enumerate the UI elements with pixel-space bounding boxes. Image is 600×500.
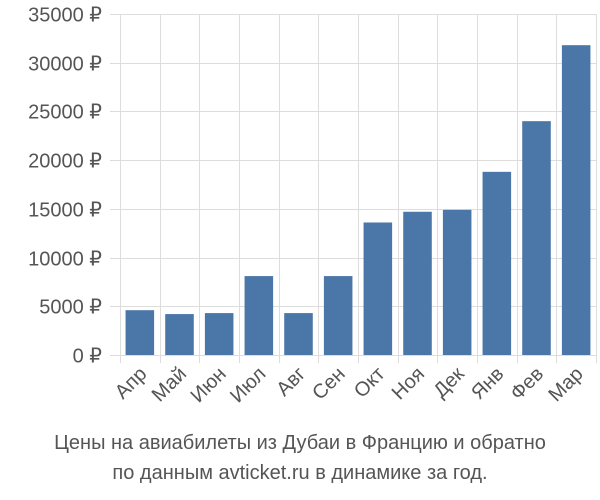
x-tick-label: Мар (544, 363, 587, 406)
bar (204, 313, 234, 355)
y-tick-label: 5000 ₽ (39, 297, 102, 319)
y-tick-label: 35000 ₽ (28, 5, 102, 27)
bar (244, 276, 274, 355)
y-tick-label: 25000 ₽ (28, 102, 102, 124)
bar-chart: 0 ₽ 5000 ₽ 10000 ₽ 15000 ₽ 20000 ₽ 25000 ₽ 300… (28, 5, 597, 407)
bar (363, 222, 393, 355)
x-tick-label: Ноя (388, 363, 429, 404)
x-tick-label: Окт (350, 363, 389, 402)
x-tick-label: Апр (111, 363, 152, 404)
x-tick-label: Сен (308, 363, 349, 404)
y-tick-label: 0 ₽ (73, 346, 103, 368)
y-tick-label: 10000 ₽ (28, 249, 102, 271)
bar (125, 310, 155, 355)
bar (403, 211, 432, 355)
caption-line-1: Цены на авиабилеты из Дубаи в Францию и … (54, 432, 546, 454)
grid-lines (110, 14, 597, 363)
y-axis-ticks: 0 ₽ 5000 ₽ 10000 ₽ 15000 ₽ 20000 ₽ 25000 ₽ 300… (28, 5, 102, 368)
y-tick-label: 15000 ₽ (28, 200, 102, 222)
caption-line-2: по данным avticket.ru в динамике за год. (112, 462, 488, 484)
y-tick-label: 20000 ₽ (28, 151, 102, 173)
bar (482, 171, 512, 355)
x-tick-label: Янв (467, 363, 508, 404)
x-tick-label: Авг (272, 363, 310, 401)
bar (561, 45, 591, 355)
bar (165, 314, 194, 355)
x-tick-label: Июл (226, 363, 270, 407)
bar (323, 276, 353, 355)
x-tick-label: Май (148, 363, 191, 406)
x-tick-label: Июн (187, 363, 231, 407)
y-tick-label: 30000 ₽ (28, 54, 102, 76)
bars (125, 45, 591, 356)
x-tick-label: Фев (506, 363, 548, 405)
x-tick-label: Дек (430, 363, 469, 402)
chart-caption: Цены на авиабилеты из Дубаи в Францию и … (0, 428, 600, 488)
bar (522, 121, 551, 356)
bar (442, 209, 472, 355)
bar (284, 313, 313, 355)
